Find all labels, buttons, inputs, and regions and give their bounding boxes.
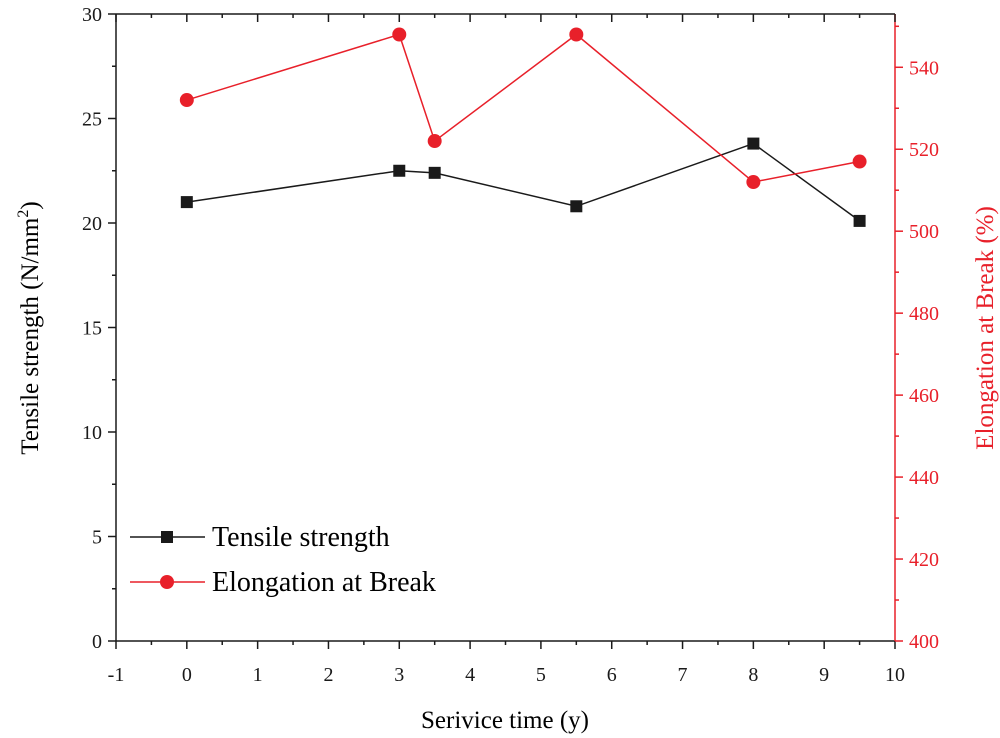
- x-tick-label: 6: [607, 664, 617, 686]
- left-y-tick-label: 30: [82, 4, 102, 26]
- legend-marker-square: [161, 531, 173, 543]
- x-tick-label: -1: [108, 664, 125, 686]
- x-tick-label: 2: [323, 664, 333, 686]
- right-y-tick-label: 460: [909, 385, 939, 407]
- x-tick-label: 10: [885, 664, 905, 686]
- tensile-strength-point: [570, 200, 583, 213]
- right-y-tick-label: 500: [909, 221, 939, 243]
- elongation-at-break-point: [179, 93, 194, 108]
- right-y-tick-label: 540: [909, 57, 939, 79]
- tensile-strength-point: [747, 137, 760, 150]
- left-y-axis-title-main: Tensile strength (N/mm: [17, 217, 44, 455]
- tensile-strength-line: [186, 142, 861, 222]
- tensile-strength-point: [180, 196, 193, 209]
- right-y-tick-label: 400: [909, 631, 939, 653]
- legend: Tensile strength Elongation at Break: [130, 522, 436, 598]
- right-y-tick-label: 420: [909, 549, 939, 571]
- legend-entry-tensile: Tensile strength: [130, 522, 390, 553]
- elongation-at-break-point: [852, 154, 867, 169]
- legend-label-tensile: Tensile strength: [212, 522, 390, 553]
- right-y-tick-label: 440: [909, 467, 939, 489]
- x-tick-label: 4: [465, 664, 475, 686]
- tensile-strength-point: [428, 166, 441, 179]
- right-y-axis-title: Elongation at Break (%): [972, 206, 999, 450]
- x-tick-label: 7: [678, 664, 688, 686]
- legend-entry-elongation: Elongation at Break: [130, 567, 436, 598]
- tensile-strength-point: [393, 164, 406, 177]
- x-tick-label: 8: [748, 664, 758, 686]
- left-y-tick-label: 0: [92, 631, 102, 653]
- elongation-at-break-point: [427, 134, 442, 149]
- x-tick-label: 5: [536, 664, 546, 686]
- left-y-tick-label: 20: [82, 213, 102, 235]
- x-tick-label: 9: [819, 664, 829, 686]
- left-y-tick-label: 10: [82, 422, 102, 444]
- ticks: -1 0 1 2 3 4 5 6 7 8 9 10 0 5 10 15 20 25 30 400 420 440 460 48…: [82, 4, 939, 686]
- left-y-tick-label: 15: [82, 318, 102, 340]
- left-y-axis-title-sup: 2: [15, 210, 32, 218]
- elongation-at-break-point: [569, 27, 584, 42]
- x-tick-label: 0: [182, 664, 192, 686]
- right-y-tick-label: 520: [909, 139, 939, 161]
- left-y-axis-title-close: ): [17, 201, 44, 209]
- left-y-axis-title: Tensile strength (N/mm2): [15, 201, 44, 454]
- series-layer: [179, 27, 867, 227]
- elongation-at-break-point: [746, 175, 761, 190]
- left-y-tick-label: 5: [92, 527, 102, 549]
- tensile-strength-point: [853, 214, 866, 227]
- x-tick-label: 3: [394, 664, 404, 686]
- legend-label-elongation: Elongation at Break: [212, 567, 436, 598]
- left-y-tick-label: 25: [82, 109, 102, 131]
- x-tick-label: 1: [253, 664, 263, 686]
- x-axis-title: Serivice time (y): [421, 707, 589, 734]
- right-y-tick-label: 480: [909, 303, 939, 325]
- legend-marker-circle: [160, 575, 174, 589]
- elongation-at-break-line: [186, 33, 860, 183]
- elongation-at-break-point: [392, 27, 407, 42]
